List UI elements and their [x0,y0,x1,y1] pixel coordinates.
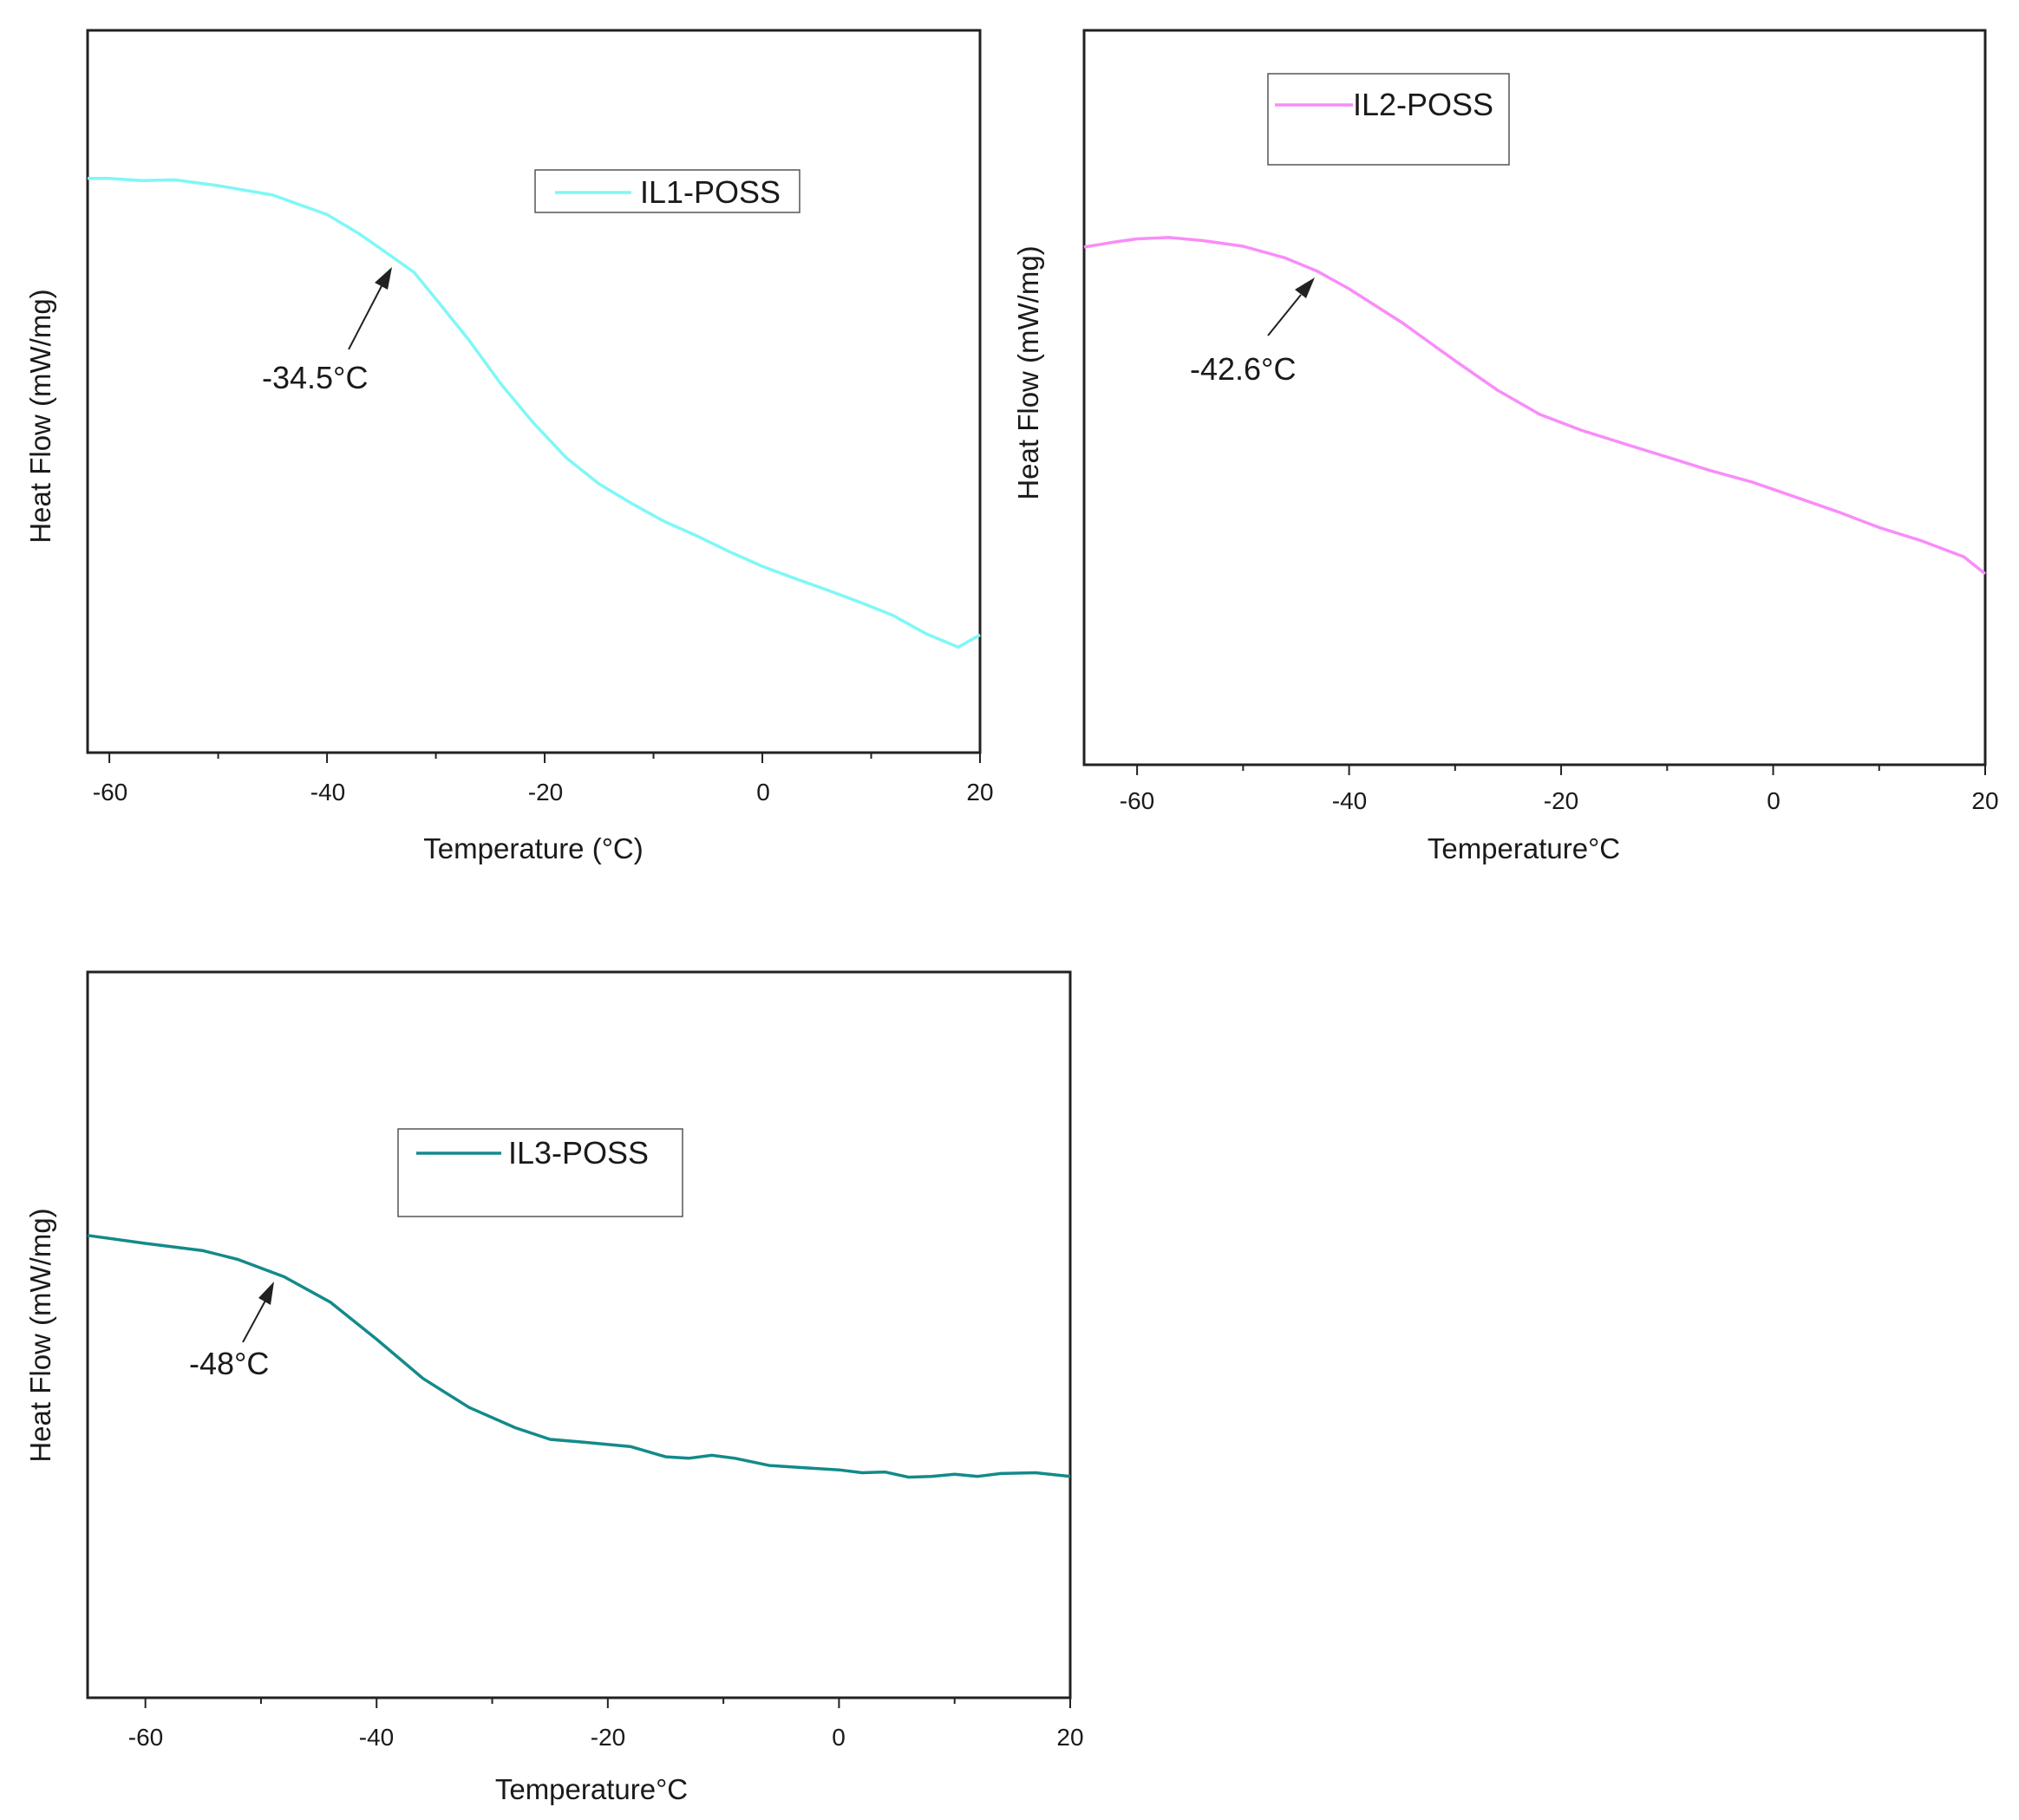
annotation-label-3: -48°C [189,1346,269,1381]
legend-label-il2-poss: IL2-POSS [1353,87,1493,122]
annotation-arrow-3 [242,1300,266,1343]
x-tick-label: -20 [1544,787,1578,814]
annotation-label-2: -42.6°C [1190,351,1296,387]
x-tick-label: -60 [93,779,127,806]
x-tick-label: 20 [966,779,993,806]
y-axis-label-3: Heat Flow (mW/mg) [24,1208,56,1462]
annotation-label-1: -34.5°C [262,360,368,395]
x-tick-label: -40 [310,779,345,806]
x-tick-label: -60 [128,1724,163,1751]
x-ticks-3 [144,1698,1071,1708]
chart-panel-3: -60 -40 -20 0 20 Temperature°C Heat Flow… [24,970,1084,1805]
plot-frame-3 [86,970,1072,1699]
x-tick-label: -40 [359,1724,394,1751]
x-axis-label-1: Temperature (°C) [423,832,643,864]
series-line-il2-poss [1083,236,1987,576]
annotation-arrow-2 [1267,294,1302,336]
legend-box-3 [397,1128,683,1217]
chart-panel-1: -60 -40 -20 0 20 Temperature (°C) Heat F… [24,29,994,864]
series-line-il3-poss [87,1234,1071,1479]
annotation-3: -48°C [189,1282,274,1381]
x-tick-label: 0 [832,1724,846,1751]
annotation-arrow-1 [348,282,384,350]
arrow-head-icon [258,1282,274,1305]
y-axis-label-2: Heat Flow (mW/mg) [1012,245,1044,499]
x-tick-label: 20 [1056,1724,1083,1751]
arrow-head-icon [1295,277,1315,298]
legend-3: IL3-POSS [397,1128,683,1217]
legend-label-il1-poss: IL1-POSS [640,174,781,210]
x-tick-label: -20 [591,1724,625,1751]
x-tick-label: -40 [1332,787,1367,814]
chart-panel-2: -60 -40 -20 0 20 Temperature°C Heat Flow… [1012,29,1999,864]
x-tick-label: -20 [528,779,563,806]
plot-frame-1 [86,29,982,754]
legend-label-il3-poss: IL3-POSS [508,1135,649,1171]
x-tick-label: 0 [1767,787,1781,814]
legend-2: IL2-POSS [1267,73,1510,166]
annotation-1: -34.5°C [262,267,392,395]
plot-frame-2 [1082,29,1987,766]
arrow-head-icon [375,267,392,290]
y-axis-label-1: Heat Flow (mW/mg) [24,289,56,543]
legend-box-2 [1267,73,1510,166]
x-tick-label: 0 [756,779,770,806]
x-ticks-2 [1136,765,1986,775]
x-tick-label: 20 [1971,787,1998,814]
x-tick-label: -60 [1120,787,1154,814]
x-axis-label-2: Temperature°C [1428,832,1620,864]
series-line-il1-poss [88,177,981,649]
x-axis-label-3: Temperature°C [495,1773,688,1805]
x-ticks-1 [108,753,981,763]
annotation-2: -42.6°C [1190,277,1315,387]
legend-1: IL1-POSS [534,169,800,213]
